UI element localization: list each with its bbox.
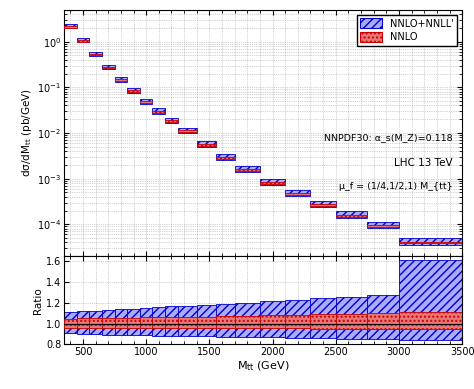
Bar [260, 301, 285, 337]
Text: NNPDF30: α_s(M_Z)=0.118: NNPDF30: α_s(M_Z)=0.118 [324, 133, 452, 142]
Bar [216, 304, 235, 337]
Bar [197, 144, 216, 145]
Bar [102, 310, 115, 335]
Bar [285, 300, 310, 338]
Bar [165, 118, 178, 123]
Bar [216, 157, 235, 159]
Bar [216, 316, 235, 328]
Bar [285, 190, 310, 196]
Bar [336, 314, 367, 329]
Bar [399, 242, 462, 244]
Bar [127, 308, 140, 335]
Bar [153, 307, 165, 336]
Bar [64, 312, 77, 333]
X-axis label: $M_{tt}$ (GeV): $M_{tt}$ (GeV) [237, 360, 289, 373]
Bar [235, 169, 260, 171]
Bar [399, 238, 462, 245]
Legend: NNLO+NNLL', NNLO: NNLO+NNLL', NNLO [356, 14, 457, 46]
Text: μ_f = (1/4,1/2,1) M_{tt}: μ_f = (1/4,1/2,1) M_{tt} [338, 182, 452, 191]
Bar [64, 26, 77, 28]
Bar [140, 98, 153, 103]
Bar [153, 110, 165, 112]
Bar [399, 260, 462, 340]
Bar [178, 306, 197, 336]
Bar [197, 305, 216, 336]
Bar [115, 318, 127, 328]
Bar [153, 109, 165, 114]
Bar [178, 317, 197, 328]
Bar [115, 79, 127, 81]
Bar [89, 54, 102, 55]
Bar [102, 318, 115, 328]
Bar [64, 319, 77, 328]
Bar [367, 225, 399, 227]
Bar [165, 120, 178, 123]
Bar [235, 166, 260, 172]
Bar [367, 222, 399, 228]
Y-axis label: $d\sigma/dM_{tt}$ (pb/GeV): $d\sigma/dM_{tt}$ (pb/GeV) [20, 89, 34, 177]
Bar [140, 308, 153, 335]
Bar [310, 204, 336, 206]
Text: LHC 13 TeV: LHC 13 TeV [393, 158, 452, 168]
Bar [216, 154, 235, 160]
Bar [197, 317, 216, 328]
Bar [102, 67, 115, 68]
Bar [310, 201, 336, 207]
Bar [115, 309, 127, 335]
Y-axis label: Ratio: Ratio [33, 287, 43, 314]
Bar [89, 318, 102, 328]
Bar [399, 312, 462, 329]
Bar [310, 298, 336, 338]
Bar [77, 318, 89, 328]
Bar [77, 38, 89, 42]
Bar [260, 182, 285, 184]
Bar [310, 314, 336, 329]
Bar [165, 317, 178, 328]
Bar [285, 193, 310, 195]
Bar [235, 303, 260, 337]
Bar [127, 318, 140, 328]
Bar [77, 311, 89, 334]
Bar [64, 24, 77, 28]
Bar [260, 315, 285, 328]
Bar [235, 316, 260, 328]
Bar [127, 88, 140, 93]
Bar [89, 52, 102, 56]
Bar [165, 307, 178, 336]
Bar [77, 40, 89, 42]
Bar [367, 313, 399, 329]
Bar [127, 90, 140, 92]
Bar [178, 130, 197, 132]
Bar [178, 128, 197, 133]
Bar [140, 101, 153, 103]
Bar [115, 77, 127, 82]
Bar [285, 315, 310, 328]
Bar [140, 317, 153, 328]
Bar [102, 65, 115, 69]
Bar [336, 215, 367, 217]
Bar [153, 317, 165, 328]
Bar [367, 295, 399, 339]
Bar [336, 212, 367, 218]
Bar [89, 310, 102, 335]
Bar [197, 141, 216, 147]
Bar [260, 179, 285, 185]
Bar [336, 297, 367, 339]
